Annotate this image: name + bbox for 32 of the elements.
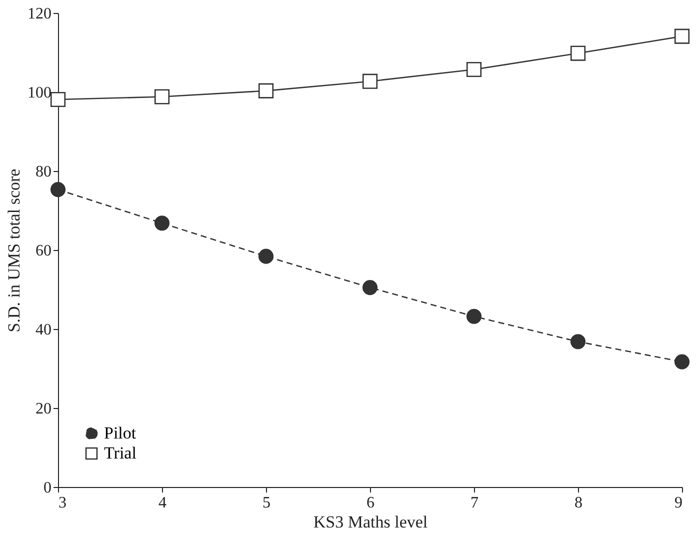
x-tick-label: 5 [262, 494, 270, 512]
y-tick-label: 80 [36, 164, 52, 180]
point [154, 89, 170, 104]
point [258, 248, 274, 264]
y-tick-label: 120 [28, 6, 52, 22]
x-tick-label: 4 [158, 494, 166, 512]
point [362, 280, 378, 296]
x-tick-label: 6 [366, 494, 374, 512]
y-tick-label: 20 [36, 400, 52, 418]
point [466, 308, 482, 324]
legend-label: Pilot [104, 424, 136, 442]
point [466, 62, 482, 78]
x-axis-title: KS3 Maths level [313, 512, 428, 532]
point [674, 354, 690, 370]
y-axis-title: S.D. in UMS total score [4, 168, 24, 332]
point [570, 46, 586, 61]
x-tick-label: 9 [674, 494, 682, 512]
x-tick-label: 8 [574, 494, 582, 512]
x-tick-label: 7 [470, 494, 478, 512]
y-tick-label: 60 [36, 242, 52, 260]
point [362, 74, 378, 89]
point [674, 28, 690, 44]
point [50, 182, 66, 198]
x-tick-label: 3 [58, 494, 66, 512]
y-tick-label: 100 [28, 84, 52, 102]
point [570, 334, 586, 350]
point [154, 216, 170, 231]
point [258, 83, 274, 98]
y-tick-label: 40 [36, 322, 52, 338]
legend-label: Trial [104, 444, 137, 462]
y-tick-label: 0 [44, 480, 52, 496]
point [50, 92, 66, 108]
